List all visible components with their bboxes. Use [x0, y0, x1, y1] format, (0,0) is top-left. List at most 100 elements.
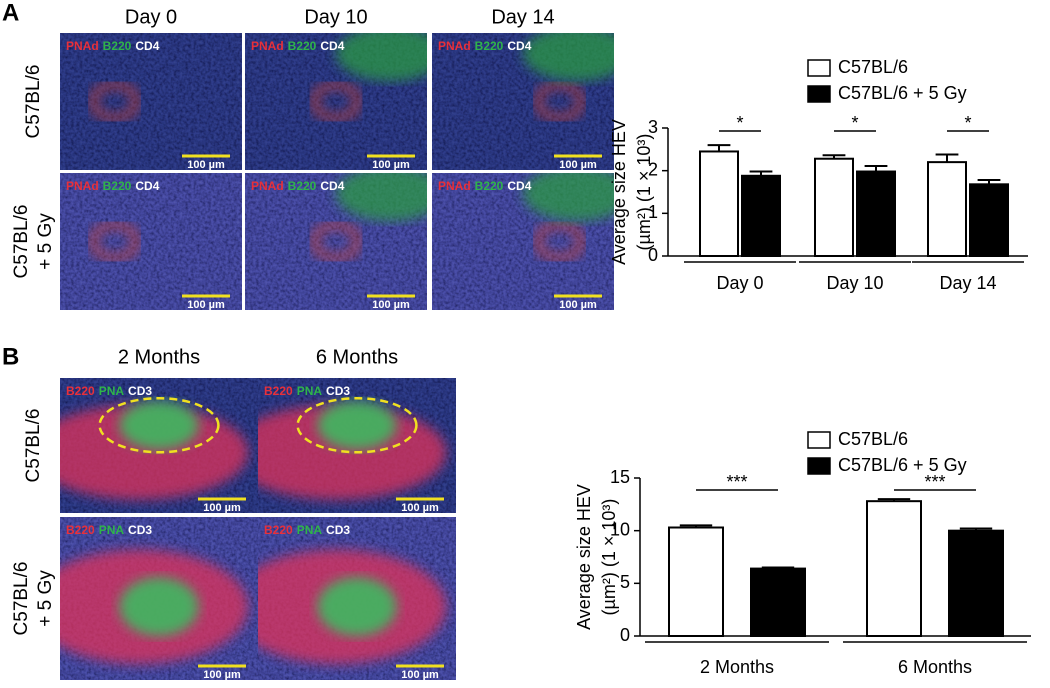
y-tick-label: 10 [610, 519, 630, 539]
micrograph: PNAd B220 CD4 100 µm [245, 173, 427, 310]
stain-region [119, 400, 199, 450]
panel-letter: B [2, 343, 19, 370]
stain-region [311, 82, 361, 121]
scale-bar-label: 100 µm [187, 159, 225, 171]
stain-region [534, 222, 585, 261]
scale-bar-label: 100 µm [187, 299, 225, 311]
micrograph: B220 PNA CD3 100 µm [60, 378, 258, 513]
legend-swatch [807, 85, 831, 103]
stain-region [534, 82, 585, 121]
y-tick-label: 3 [648, 117, 658, 137]
stain-label: PNAd [66, 39, 99, 53]
stain-label: CD4 [135, 39, 159, 53]
stain-label: B220 [66, 523, 95, 537]
micrograph: PNAd B220 CD4 100 µm [60, 33, 242, 171]
legend-label: C57BL/6 + 5 Gy [838, 455, 967, 475]
stain-region [336, 33, 427, 81]
column-header: Day 14 [491, 6, 554, 28]
scale-bar-label: 100 µm [203, 669, 241, 681]
stain-label: B220 [264, 384, 293, 398]
stain-label: CD4 [507, 39, 531, 53]
stain-region [89, 82, 140, 121]
bar [969, 183, 1009, 258]
stain-label: PNA [297, 384, 323, 398]
stain-label: B220 [66, 384, 95, 398]
stain-label: PNA [99, 384, 125, 398]
micrograph: B220 PNA CD3 100 µm [60, 517, 258, 681]
stain-region [258, 405, 447, 500]
micrograph-bg [60, 173, 242, 310]
micrograph: PNAd B220 CD4 100 µm [245, 33, 427, 171]
y-tick-label: 15 [610, 467, 630, 487]
stain-label: CD4 [135, 179, 159, 193]
row-label: + 5 Gy [35, 570, 56, 627]
stain-label: CD3 [128, 523, 152, 537]
stain-region [523, 173, 614, 221]
stain-region [119, 577, 199, 636]
y-tick-label: 0 [620, 625, 630, 645]
legend-swatch [807, 59, 831, 77]
scale-bar-label: 100 µm [559, 299, 597, 311]
stain-label: CD3 [326, 523, 350, 537]
row-label: C57BL/6 [23, 65, 44, 139]
bar [741, 174, 781, 257]
significance-label: * [964, 113, 971, 133]
scale-bar-label: 100 µm [401, 502, 439, 514]
bar [866, 500, 922, 637]
bar [814, 157, 854, 257]
stain-label: B220 [103, 179, 132, 193]
stain-label: CD4 [320, 39, 344, 53]
x-tick-label: 2 Months [700, 657, 774, 677]
stain-label: PNAd [438, 179, 471, 193]
micrograph: B220 PNA CD3 100 µm [258, 517, 456, 680]
stain-label: PNAd [66, 179, 99, 193]
y-axis-label: Average size HEV [574, 484, 594, 630]
stain-label: B220 [475, 179, 504, 193]
bar [750, 567, 806, 637]
stain-label: PNAd [251, 179, 284, 193]
micrograph-bg [60, 33, 242, 170]
outline [296, 397, 418, 454]
scale-bar-label: 100 µm [559, 159, 597, 171]
y-axis-label: (µm²) (1 × 10³) [599, 499, 619, 616]
legend-swatch [807, 431, 831, 449]
row-label: C57BL/6 [11, 205, 32, 279]
bar [948, 529, 1004, 638]
legend-label: C57BL/6 [838, 57, 908, 77]
stain-label: B220 [264, 523, 293, 537]
stain-region [60, 405, 249, 500]
stain-label: B220 [475, 39, 504, 53]
scale-bar-label: 100 µm [372, 159, 410, 171]
outline [98, 397, 220, 454]
x-tick-label: 6 Months [898, 657, 972, 677]
y-tick-label: 0 [648, 245, 658, 265]
stain-label: PNA [297, 523, 323, 537]
panel-letter: A [2, 0, 19, 26]
legend-swatch [807, 457, 831, 475]
bar [699, 150, 739, 257]
row-label: C57BL/6 [11, 562, 32, 636]
y-axis-label: Average size HEV [609, 119, 629, 265]
x-tick-label: Day 14 [939, 273, 996, 293]
significance-label: * [851, 113, 858, 133]
y-tick-label: 2 [648, 159, 658, 179]
y-tick-label: 1 [648, 202, 658, 222]
stain-region [336, 173, 427, 221]
micrograph: PNAd B220 CD4 100 µm [432, 33, 614, 171]
stain-region [317, 577, 397, 636]
significance-label: * [736, 113, 743, 133]
y-axis-label: (µm²) (1 × 10³) [634, 134, 654, 251]
micrograph: PNAd B220 CD4 100 µm [432, 173, 614, 311]
stain-label: PNAd [438, 39, 471, 53]
significance-label: *** [726, 472, 747, 492]
stain-label: CD4 [320, 179, 344, 193]
stain-region [317, 400, 397, 450]
legend-label: C57BL/6 [838, 429, 908, 449]
stain-label: B220 [103, 39, 132, 53]
stain-label: CD3 [128, 384, 152, 398]
stain-label: CD4 [507, 179, 531, 193]
row-label: C57BL/6 [23, 409, 44, 483]
column-header: Day 10 [304, 6, 367, 28]
column-header: 6 Months [316, 346, 398, 368]
